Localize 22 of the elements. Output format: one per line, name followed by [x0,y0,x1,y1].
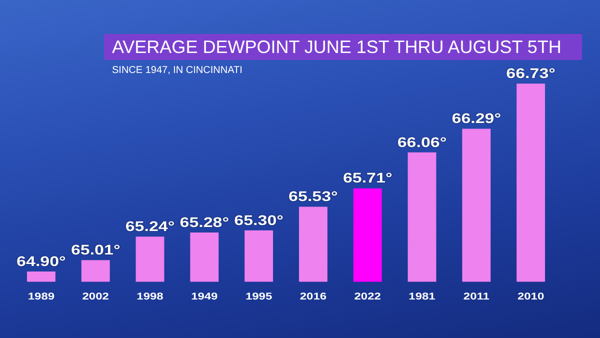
x-tick-label: 2016 [300,291,327,302]
chart-title: AVERAGE DEWPOINT JUNE 1ST THRU AUGUST 5TH [112,36,562,58]
x-tick-label: 2002 [82,291,109,302]
data-label: 65.28° [180,215,230,230]
data-label: 65.24° [125,219,175,235]
x-tick-label: 1949 [191,291,218,302]
x-tick-label: 1989 [28,291,55,302]
data-label: 65.53° [288,190,338,205]
x-tick-label: 2010 [517,291,544,302]
x-tick-label: 2011 [463,291,490,302]
data-label: 65.30° [234,213,284,228]
x-tick-label: 1995 [245,291,272,302]
data-label: 65.71° [342,171,392,186]
data-label: 66.29° [452,112,502,127]
x-tick-label: 2022 [354,291,381,302]
chart-subtitle: SINCE 1947, IN CINCINNATI [112,65,242,76]
data-label: 66.73° [506,66,556,82]
data-label: 65.01° [70,242,120,258]
x-tick-label: 1998 [136,291,164,302]
x-tick-label: 1981 [408,291,436,302]
data-label: 66.06° [397,135,447,150]
data-label: 64.90° [16,254,66,270]
